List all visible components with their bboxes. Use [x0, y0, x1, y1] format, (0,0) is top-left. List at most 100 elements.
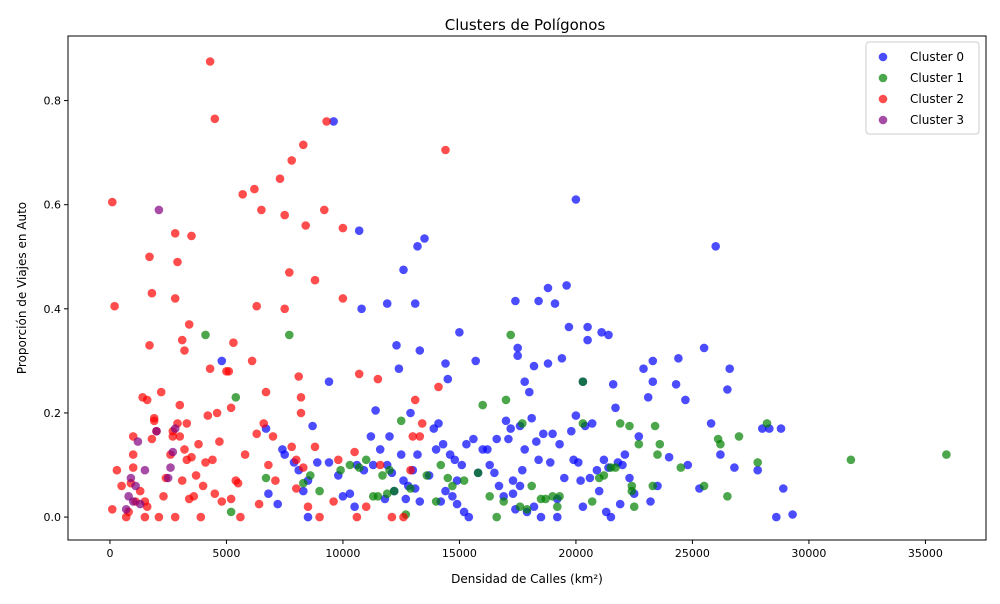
- data-point: [273, 499, 283, 509]
- data-point: [154, 512, 164, 522]
- data-point: [354, 369, 364, 379]
- data-point: [699, 343, 709, 353]
- data-point: [145, 341, 154, 350]
- data-point: [776, 424, 786, 433]
- data-point: [513, 343, 522, 353]
- data-point: [366, 432, 376, 441]
- data-point: [110, 301, 119, 311]
- data-point: [275, 174, 285, 183]
- data-point: [459, 476, 469, 485]
- data-point: [422, 471, 432, 480]
- data-point: [168, 447, 178, 457]
- data-point: [494, 481, 504, 491]
- data-point: [264, 460, 273, 470]
- data-point: [170, 424, 180, 433]
- data-point: [371, 406, 380, 415]
- data-point: [210, 489, 220, 499]
- data-point: [417, 419, 427, 428]
- data-point: [604, 330, 613, 340]
- data-point: [159, 492, 168, 501]
- data-point: [525, 387, 534, 397]
- data-point: [434, 382, 443, 392]
- data-point: [599, 471, 609, 480]
- data-point: [240, 450, 250, 459]
- y-tick-label: 0.4: [44, 303, 62, 316]
- data-point: [382, 299, 392, 308]
- data-point: [121, 505, 131, 514]
- data-point: [485, 492, 495, 501]
- data-point: [629, 502, 639, 512]
- data-point: [508, 489, 518, 499]
- data-point: [163, 473, 173, 483]
- data-point: [455, 328, 464, 337]
- data-point: [140, 465, 150, 475]
- data-point: [280, 304, 290, 314]
- data-point: [438, 439, 448, 449]
- data-point: [338, 223, 348, 233]
- data-point: [217, 497, 227, 506]
- data-point: [513, 351, 522, 361]
- data-point: [473, 468, 483, 478]
- data-point: [471, 356, 481, 366]
- data-point: [299, 486, 308, 496]
- data-point: [296, 408, 306, 418]
- data-point: [170, 512, 180, 522]
- data-point: [650, 421, 660, 431]
- data-point: [539, 429, 548, 439]
- data-point: [448, 481, 457, 491]
- data-point: [329, 497, 338, 506]
- data-point: [294, 372, 304, 381]
- data-point: [299, 140, 308, 150]
- data-point: [653, 450, 662, 459]
- data-point: [320, 205, 329, 215]
- data-point: [683, 460, 693, 470]
- data-point: [378, 471, 387, 480]
- data-point: [555, 492, 564, 501]
- data-point: [208, 455, 217, 465]
- data-point: [553, 502, 562, 512]
- data-point: [177, 476, 187, 485]
- data-point: [457, 460, 467, 470]
- data-point: [387, 512, 397, 522]
- data-point: [268, 432, 278, 441]
- data-point: [271, 476, 280, 485]
- data-point: [303, 512, 313, 522]
- data-point: [236, 512, 245, 522]
- data-point: [420, 234, 429, 243]
- data-point: [401, 494, 411, 504]
- data-point: [655, 439, 665, 449]
- data-point: [511, 296, 520, 306]
- data-point: [156, 387, 166, 397]
- data-point: [716, 450, 725, 459]
- data-point: [443, 374, 453, 384]
- data-point: [648, 377, 658, 387]
- data-point: [546, 458, 555, 467]
- data-point: [846, 455, 856, 465]
- legend-marker: [878, 52, 888, 62]
- legend-marker: [878, 73, 888, 83]
- data-point: [180, 346, 189, 355]
- data-point: [310, 442, 320, 452]
- data-point: [334, 455, 343, 465]
- data-point: [585, 473, 595, 483]
- data-point: [557, 354, 567, 363]
- data-point: [389, 486, 399, 496]
- data-point: [324, 458, 334, 467]
- data-point: [541, 494, 550, 504]
- data-point: [734, 432, 744, 441]
- data-point: [587, 419, 597, 428]
- data-point: [490, 468, 499, 478]
- data-point: [431, 445, 441, 454]
- data-point: [201, 330, 210, 340]
- data-point: [529, 361, 539, 371]
- data-point: [375, 445, 385, 454]
- data-point: [753, 458, 762, 467]
- data-point: [699, 481, 709, 491]
- data-point: [627, 486, 637, 496]
- data-point: [140, 512, 150, 522]
- data-point: [522, 505, 532, 514]
- data-point: [226, 494, 236, 504]
- data-point: [201, 458, 210, 467]
- data-point: [606, 512, 616, 522]
